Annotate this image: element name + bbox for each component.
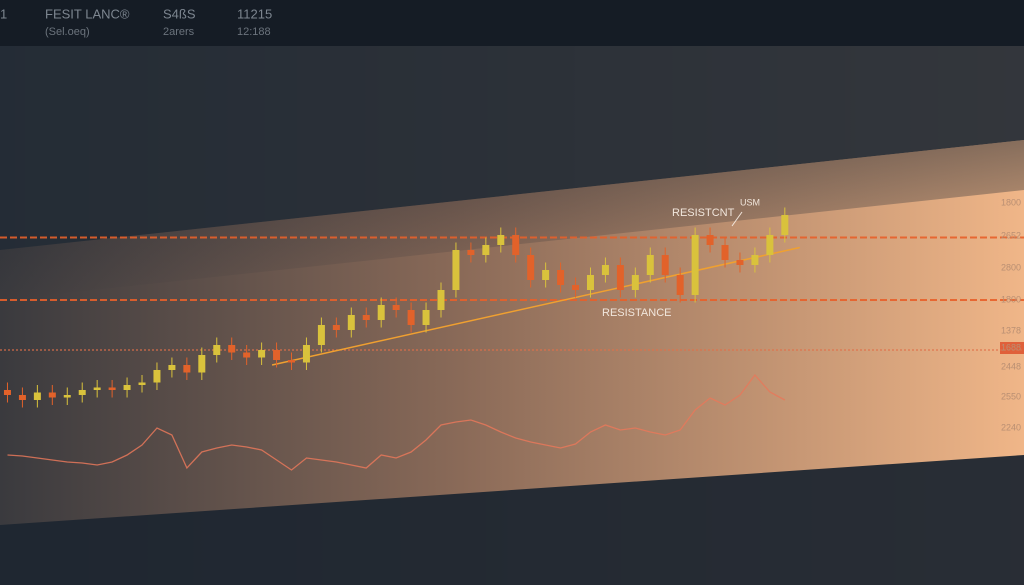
candle-body [616, 265, 624, 290]
candle-body [736, 260, 744, 265]
candle-body [123, 385, 131, 390]
candle-body [527, 255, 535, 280]
candle-body [33, 392, 41, 400]
candle-body [452, 250, 460, 290]
candle-body [422, 310, 430, 325]
candle-body [273, 350, 281, 360]
candle-body [213, 345, 221, 355]
candle-body [332, 325, 340, 330]
header-mark: 1 [0, 6, 7, 21]
annotation: USM [740, 197, 760, 207]
price-label: 1378 [1001, 325, 1021, 335]
candle-body [706, 235, 714, 245]
price-label: 2652 [1001, 230, 1021, 240]
header-title: FESIT LANC® [45, 6, 130, 21]
candle-body [721, 245, 729, 260]
header-field: S4ßS [163, 6, 196, 21]
candle-body [3, 390, 11, 395]
candle-body [198, 355, 206, 373]
candle-body [691, 235, 699, 295]
header-bar [0, 0, 1024, 46]
price-label: 2448 [1001, 361, 1021, 371]
annotation: RESISTANCE [602, 307, 671, 319]
candle-body [168, 365, 176, 370]
header-field: 11215 [237, 6, 272, 21]
price-label: 2240 [1001, 422, 1021, 432]
candle-body [138, 382, 146, 385]
candle-body [497, 235, 505, 245]
candle-body [407, 310, 415, 325]
header-field-sub: 2arers [163, 26, 195, 38]
header-field-sub: 12:188 [237, 26, 271, 38]
candle-body [302, 345, 310, 363]
candle-body [467, 250, 475, 255]
candle-body [512, 235, 520, 255]
price-label: 1688 [1001, 342, 1021, 352]
candle-body [631, 275, 639, 290]
candle-body [751, 255, 759, 265]
candle-body [557, 270, 565, 285]
trendline [271, 246, 800, 366]
price-label: 2550 [1001, 391, 1021, 401]
candle-body [392, 305, 400, 310]
candle-body [437, 290, 445, 310]
candle-body [676, 275, 684, 295]
candle-body [601, 265, 609, 275]
candle-body [258, 350, 266, 358]
candle-body [18, 395, 26, 400]
candle-body [586, 275, 594, 290]
candle-body [362, 315, 370, 320]
candle-body [228, 345, 236, 353]
shadow-top [0, 45, 1024, 250]
candle-body [288, 360, 296, 363]
candle-body [781, 215, 789, 235]
header-subtitle: (Sel.oeq) [45, 26, 90, 38]
candle-body [646, 255, 654, 275]
annotation: RESISTCNT [672, 207, 735, 219]
candle-body [766, 235, 774, 255]
candle-body [317, 325, 325, 345]
plot [0, 207, 1024, 471]
oscillator-line [7, 373, 786, 471]
shadow-fade [0, 140, 1024, 300]
candle-body [542, 270, 550, 280]
candle-body [243, 352, 251, 358]
price-label: 2800 [1001, 262, 1021, 272]
candle-body [48, 392, 56, 398]
candle-body [661, 255, 669, 275]
candle-body [78, 390, 86, 395]
annotation-pointer [731, 211, 743, 227]
shadow-bottom [0, 455, 1024, 585]
candle-body [93, 387, 101, 390]
price-label: 1800 [1001, 197, 1021, 207]
candle-body [63, 395, 71, 398]
candle-body [482, 245, 490, 255]
candle-body [377, 305, 385, 320]
candle-body [183, 365, 191, 373]
candle-body [108, 387, 116, 390]
candle-body [572, 285, 580, 290]
price-label: 1800 [1001, 294, 1021, 304]
candle-body [347, 315, 355, 330]
candle-body [153, 370, 161, 383]
price-highlight [1000, 342, 1024, 354]
